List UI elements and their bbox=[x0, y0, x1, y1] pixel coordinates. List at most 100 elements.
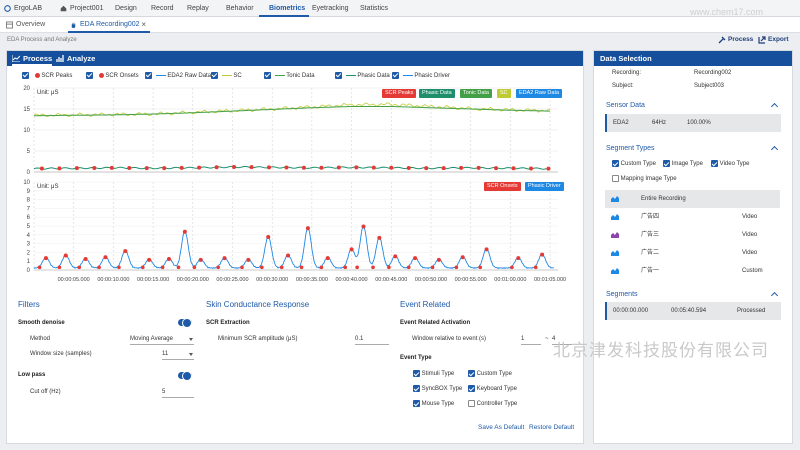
scr-peak-dot bbox=[284, 165, 289, 170]
scr-peak-dot bbox=[197, 165, 202, 170]
checkbox-icon[interactable] bbox=[663, 160, 670, 167]
chevron-down-icon bbox=[189, 338, 193, 341]
menu-eyetracking[interactable]: Eyetracking bbox=[302, 0, 349, 17]
cutoff-input[interactable]: 5 bbox=[162, 388, 194, 398]
tab-overview[interactable]: Overview bbox=[4, 17, 56, 33]
menu-record[interactable]: Record bbox=[141, 0, 174, 17]
save-default-button[interactable]: Save As Default bbox=[478, 424, 525, 431]
eda-charts[interactable]: 0 5 10 15 20 0 1 2 3 4 5 6 7 8 9 10 Unit: μS Unit: μS 00:0… bbox=[10, 82, 578, 292]
scr-onset-dot bbox=[540, 252, 545, 257]
segment-item-entire[interactable]: Entire Recording bbox=[605, 190, 780, 208]
tab-analyze[interactable]: Analyze bbox=[56, 51, 95, 66]
segment-item-4[interactable]: 广告四 Video bbox=[605, 208, 780, 226]
menu-label: Biometrics bbox=[269, 5, 306, 12]
legend-scr-peaks[interactable]: SCR Peaks bbox=[22, 71, 72, 81]
segtype-mapping[interactable]: Mapping Image Type bbox=[612, 175, 677, 182]
checkbox-icon[interactable] bbox=[22, 71, 29, 79]
low-pass-toggle[interactable] bbox=[178, 371, 192, 381]
legend-label: SCR Peaks bbox=[41, 73, 73, 79]
method-select[interactable]: Moving Average bbox=[130, 335, 194, 345]
menu-design[interactable]: Design bbox=[105, 0, 137, 17]
window-size-select[interactable]: 11 bbox=[162, 350, 194, 360]
legend-phasic-driver[interactable]: Phasic Driver bbox=[392, 71, 450, 81]
process-button[interactable]: Process bbox=[718, 36, 753, 44]
checkbox-icon[interactable] bbox=[392, 71, 399, 79]
badge-scr-onsets: SCR Onsets bbox=[484, 182, 521, 191]
event-type-stimuli[interactable]: Stimuli Type bbox=[413, 370, 454, 377]
y-tick-label: 1 bbox=[27, 259, 31, 265]
menu-biometrics[interactable]: Biometrics bbox=[259, 0, 310, 17]
y-tick-label: 0 bbox=[27, 170, 31, 176]
checkbox-icon[interactable] bbox=[711, 160, 718, 167]
checkbox-icon[interactable] bbox=[612, 160, 619, 167]
legend-sc[interactable]: SC bbox=[211, 71, 242, 81]
checkbox-icon[interactable] bbox=[86, 71, 93, 79]
event-type-mouse[interactable]: Mouse Type bbox=[413, 400, 454, 407]
min-scr-input[interactable]: 0.1 bbox=[355, 335, 389, 345]
menu-statistics[interactable]: Statistics bbox=[350, 0, 388, 17]
legend-phasic[interactable]: Phasic Data bbox=[335, 71, 390, 81]
scr-onset-dot bbox=[413, 256, 418, 261]
scr-onset-dot bbox=[387, 265, 391, 270]
event-window-from-input[interactable]: 1 bbox=[521, 335, 541, 345]
y-tick-label: 8 bbox=[27, 198, 31, 204]
scr-onset-dot bbox=[484, 247, 489, 252]
scr-peak-dot bbox=[249, 165, 254, 170]
segment-row[interactable]: 00:00:00.000 00:05:40.594 Processed bbox=[605, 302, 781, 320]
menu-project[interactable]: Project001 bbox=[60, 0, 103, 17]
segtype-label: Mapping Image Type bbox=[620, 176, 677, 183]
scr-onset-dot bbox=[147, 257, 152, 262]
menu-label: Project001 bbox=[70, 5, 104, 12]
scr-onset-dot bbox=[299, 265, 304, 270]
segtype-video[interactable]: Video Type bbox=[711, 160, 749, 167]
checkbox-icon[interactable] bbox=[145, 71, 152, 79]
event-type-controller[interactable]: Controller Type bbox=[468, 400, 517, 407]
restore-default-button[interactable]: Restore Default bbox=[529, 424, 575, 431]
segments-title: Segments bbox=[606, 291, 638, 298]
line-swatch-icon bbox=[345, 74, 356, 77]
menu-replay[interactable]: Replay bbox=[177, 0, 209, 17]
segtype-image[interactable]: Image Type bbox=[663, 160, 703, 167]
checkbox-icon[interactable] bbox=[468, 400, 475, 407]
dot-icon bbox=[98, 72, 104, 78]
legend-scr-onsets[interactable]: SCR Onsets bbox=[86, 71, 139, 81]
checkbox-icon[interactable] bbox=[468, 385, 475, 392]
y-tick-label: 5 bbox=[27, 224, 31, 230]
segment-item-3[interactable]: 广告三 Video bbox=[605, 226, 780, 244]
checkbox-icon[interactable] bbox=[335, 71, 342, 79]
segment-item-1[interactable]: 广告一 Custom bbox=[605, 262, 780, 280]
event-window-to-input[interactable]: 4 bbox=[552, 335, 572, 345]
sensor-row[interactable]: EDA2 64Hz 100.00% bbox=[605, 114, 781, 132]
scr-title: Skin Conductance Response bbox=[206, 300, 310, 309]
scr-onset-dot bbox=[37, 265, 42, 270]
checkbox-icon[interactable] bbox=[612, 175, 619, 182]
segment-item-2[interactable]: 广告二 Video bbox=[605, 244, 780, 262]
event-type-custom[interactable]: Custom Type bbox=[468, 370, 512, 377]
menu-behavior[interactable]: Behavior bbox=[216, 0, 254, 17]
checkbox-icon[interactable] bbox=[413, 370, 420, 377]
scr-onset-dot bbox=[260, 265, 264, 270]
segment-icon bbox=[611, 214, 619, 220]
segtype-custom[interactable]: Custom Type bbox=[612, 160, 656, 167]
checkbox-icon[interactable] bbox=[413, 385, 420, 392]
scr-peak-dot bbox=[441, 166, 446, 171]
tab-eda-recording[interactable]: EDA Recording002 × bbox=[68, 17, 150, 33]
tab-process[interactable]: Process bbox=[12, 51, 53, 66]
event-type-syncbox[interactable]: SyncBOX Type bbox=[413, 385, 462, 392]
checkbox-icon[interactable] bbox=[211, 71, 218, 79]
checkbox-icon[interactable] bbox=[468, 370, 475, 377]
legend-tonic[interactable]: Tonic Data bbox=[264, 71, 315, 81]
close-tab-icon[interactable]: × bbox=[141, 20, 146, 29]
min-scr-label: Minimum SCR amplitude (μS) bbox=[218, 336, 298, 342]
scr-onset-dot bbox=[361, 224, 366, 229]
smooth-denoise-toggle[interactable] bbox=[178, 318, 192, 328]
menu-ergolab[interactable]: ErgoLAB bbox=[4, 0, 42, 17]
event-type-keyboard[interactable]: Keyboard Type bbox=[468, 385, 517, 392]
checkbox-icon[interactable] bbox=[413, 400, 420, 407]
badge-phasic-driver: Phasic Driver bbox=[525, 182, 564, 191]
legend-eda2-raw[interactable]: EDA2 Raw Data bbox=[145, 71, 211, 81]
export-button[interactable]: Export bbox=[758, 36, 789, 44]
scr-peak-dot bbox=[354, 165, 359, 170]
y-tick-label: 3 bbox=[27, 242, 31, 248]
checkbox-icon[interactable] bbox=[264, 71, 271, 79]
